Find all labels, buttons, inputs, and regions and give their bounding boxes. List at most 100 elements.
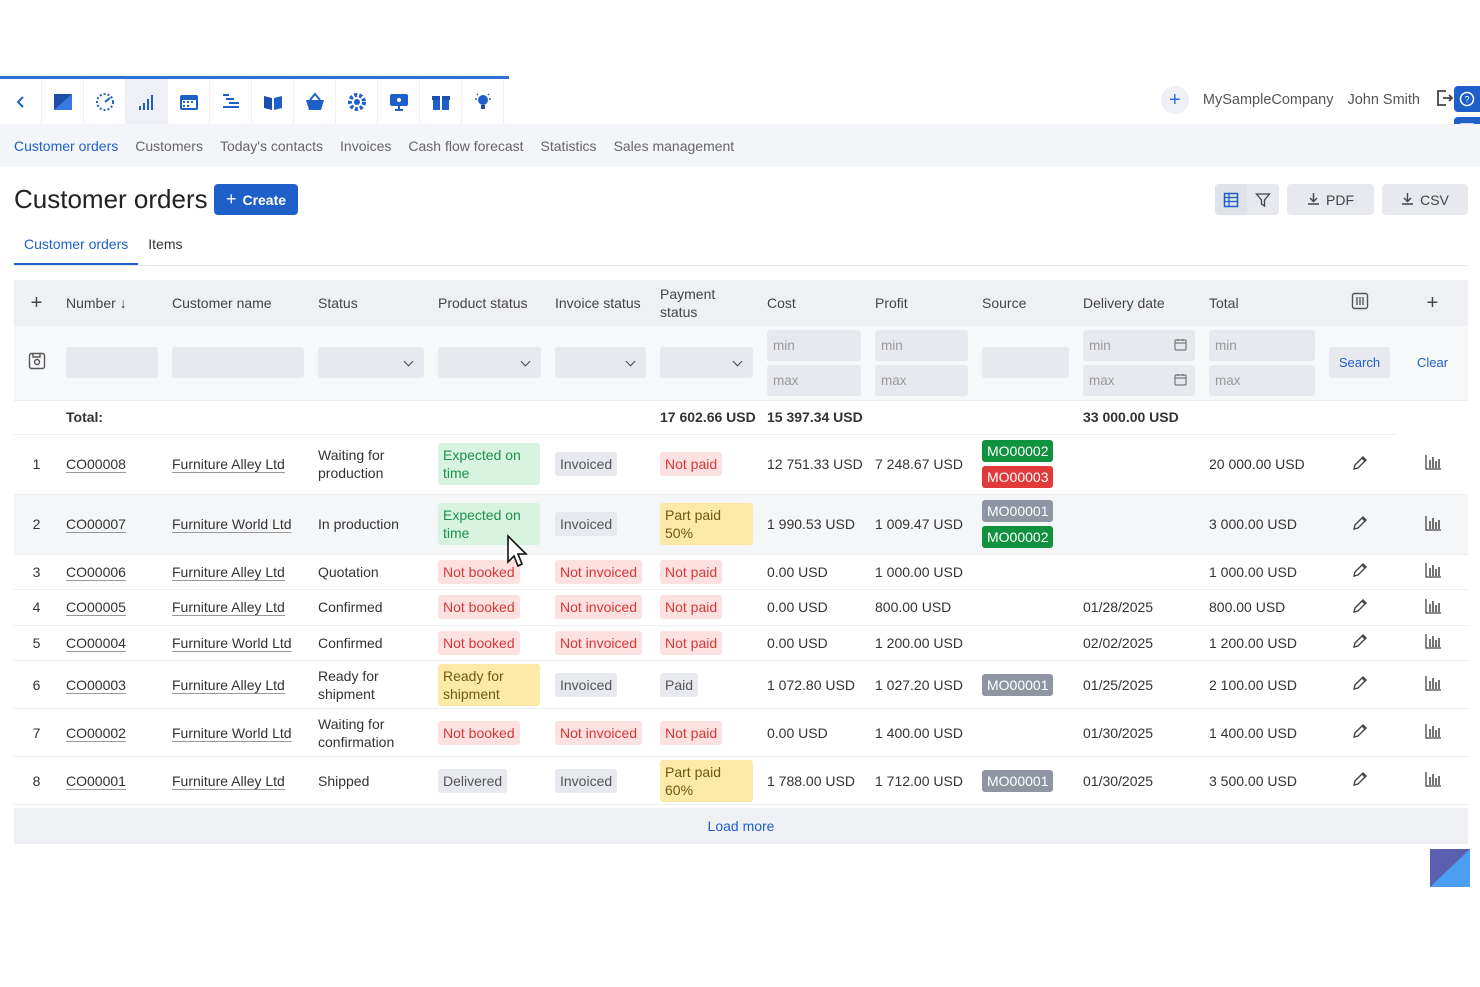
source-badge[interactable]: MO00003 (982, 466, 1054, 488)
order-number-link[interactable]: CO00008 (66, 456, 126, 472)
edit-pencil-icon[interactable] (1322, 554, 1397, 590)
app-logo-icon[interactable] (42, 79, 84, 124)
calendar-icon[interactable] (168, 79, 210, 124)
col-invoice-status[interactable]: Invoice status (548, 280, 653, 326)
order-number-link[interactable]: CO00003 (66, 676, 126, 693)
edit-pencil-icon[interactable] (1322, 494, 1397, 555)
search-button[interactable]: Search (1329, 347, 1390, 379)
col-status[interactable]: Status (311, 280, 431, 326)
edit-pencil-icon[interactable] (1322, 589, 1397, 626)
customer-name-link[interactable]: Furniture Alley Ltd (172, 772, 285, 789)
table-view-icon[interactable] (1215, 184, 1247, 215)
total-min-input[interactable]: min (1209, 329, 1315, 361)
edit-pencil-icon[interactable] (1322, 625, 1397, 661)
presentation-icon[interactable] (378, 79, 420, 124)
table-row[interactable]: 6 CO00003 Furniture Alley Ltd Ready for shi… (14, 660, 1468, 709)
nav-tab-invoices[interactable]: Invoices (340, 137, 392, 154)
product-status-filter-select[interactable] (438, 347, 541, 379)
subtab-customer-orders[interactable]: Customer orders (14, 232, 139, 265)
source-badge[interactable]: MO00001 (982, 769, 1054, 792)
col-cost[interactable]: Cost (760, 280, 868, 326)
signal-bars-icon[interactable] (126, 79, 168, 124)
source-badge[interactable]: MO00002 (982, 440, 1054, 462)
columns-config-icon[interactable] (1322, 280, 1397, 326)
add-row-button[interactable]: + (14, 280, 59, 326)
order-number-link[interactable]: CO00007 (66, 516, 126, 532)
logout-icon[interactable] (1434, 88, 1454, 112)
load-more-button[interactable]: Load more (14, 808, 1468, 844)
calendar-icon[interactable] (1174, 373, 1187, 389)
export-csv-button[interactable]: CSV (1382, 184, 1468, 215)
profit-max-input[interactable]: max (875, 364, 968, 396)
source-badge[interactable]: MO00002 (982, 526, 1054, 548)
invoice-status-filter-select[interactable] (555, 347, 646, 379)
payment-status-filter-select[interactable] (660, 347, 753, 379)
lightbulb-icon[interactable] (462, 79, 504, 124)
nav-tab-sales-management[interactable]: Sales management (613, 137, 735, 154)
statistics-chart-icon[interactable] (1397, 625, 1468, 661)
edit-pencil-icon[interactable] (1322, 756, 1397, 805)
gantt-icon[interactable] (210, 79, 252, 124)
statistics-chart-icon[interactable] (1397, 554, 1468, 590)
edit-pencil-icon[interactable] (1322, 660, 1397, 709)
table-row[interactable]: 1 CO00008 Furniture Alley Ltd Waiting for p… (14, 434, 1468, 495)
customer-name-link[interactable]: Furniture World Ltd (172, 724, 292, 741)
col-number[interactable]: Number ↓ (59, 280, 165, 326)
customer-name-link[interactable]: Furniture World Ltd (172, 634, 292, 651)
order-number-link[interactable]: CO00005 (66, 599, 126, 616)
help-icon[interactable]: ? (1454, 86, 1480, 112)
subtab-items[interactable]: Items (148, 236, 183, 252)
gift-icon[interactable] (420, 79, 462, 124)
nav-tab-todays-contacts[interactable]: Today's contacts (219, 137, 324, 154)
order-number-link[interactable]: CO00001 (66, 772, 126, 789)
statistics-chart-icon[interactable] (1397, 708, 1468, 757)
dashboard-gauge-icon[interactable] (84, 79, 126, 124)
statistics-chart-icon[interactable] (1397, 589, 1468, 626)
nav-tab-cash-flow-forecast[interactable]: Cash flow forecast (408, 137, 524, 154)
table-row[interactable]: 7 CO00002 Furniture World Ltd Waiting for c… (14, 708, 1468, 757)
create-button[interactable]: + Create (214, 184, 298, 215)
user-name[interactable]: John Smith (1347, 92, 1420, 108)
save-filter-icon[interactable] (14, 326, 59, 401)
source-filter-input[interactable] (982, 347, 1069, 379)
company-name[interactable]: MySampleCompany (1202, 92, 1334, 108)
edit-pencil-icon[interactable] (1322, 434, 1397, 495)
table-row[interactable]: 3 CO00006 Furniture Alley Ltd Quotation Not … (14, 554, 1468, 590)
nav-tab-statistics[interactable]: Statistics (540, 137, 597, 154)
statistics-chart-icon[interactable] (1397, 660, 1468, 709)
number-filter-input[interactable] (66, 347, 158, 379)
clear-button[interactable]: Clear (1397, 326, 1468, 401)
table-row[interactable]: 4 CO00005 Furniture Alley Ltd Confirmed Not … (14, 589, 1468, 626)
quick-add-button[interactable]: + (1160, 86, 1189, 114)
cost-min-input[interactable]: min (767, 329, 861, 361)
basket-icon[interactable] (294, 79, 336, 124)
edit-pencil-icon[interactable] (1322, 708, 1397, 757)
add-column-button[interactable]: + (1397, 280, 1468, 326)
delivery-max-input[interactable]: max (1083, 364, 1195, 396)
col-product-status[interactable]: Product status (431, 280, 548, 326)
statistics-chart-icon[interactable] (1397, 434, 1468, 495)
book-icon[interactable] (252, 79, 294, 124)
col-total[interactable]: Total (1202, 280, 1322, 326)
customer-name-link[interactable]: Furniture Alley Ltd (172, 563, 285, 580)
status-filter-select[interactable] (318, 347, 424, 379)
order-number-link[interactable]: CO00002 (66, 724, 126, 741)
gear-icon[interactable] (336, 79, 378, 124)
filter-icon[interactable] (1247, 184, 1279, 215)
col-customer-name[interactable]: Customer name (165, 280, 311, 326)
statistics-chart-icon[interactable] (1397, 756, 1468, 805)
nav-tab-customer-orders[interactable]: Customer orders (14, 137, 119, 154)
export-pdf-button[interactable]: PDF (1287, 184, 1374, 215)
profit-min-input[interactable]: min (875, 329, 968, 361)
customer-name-link[interactable]: Furniture Alley Ltd (172, 599, 285, 616)
customer-filter-input[interactable] (172, 347, 304, 379)
col-delivery-date[interactable]: Delivery date (1076, 280, 1202, 326)
delivery-min-input[interactable]: min (1083, 329, 1195, 361)
col-payment-status[interactable]: Payment status (653, 280, 760, 326)
back-chevron-icon[interactable] (0, 79, 42, 124)
statistics-chart-icon[interactable] (1397, 494, 1468, 555)
col-source[interactable]: Source (975, 280, 1076, 326)
app-logo-icon[interactable] (1430, 849, 1470, 887)
table-row[interactable]: 2 CO00007 Furniture World Ltd In production… (14, 494, 1468, 555)
customer-name-link[interactable]: Furniture World Ltd (172, 516, 292, 532)
